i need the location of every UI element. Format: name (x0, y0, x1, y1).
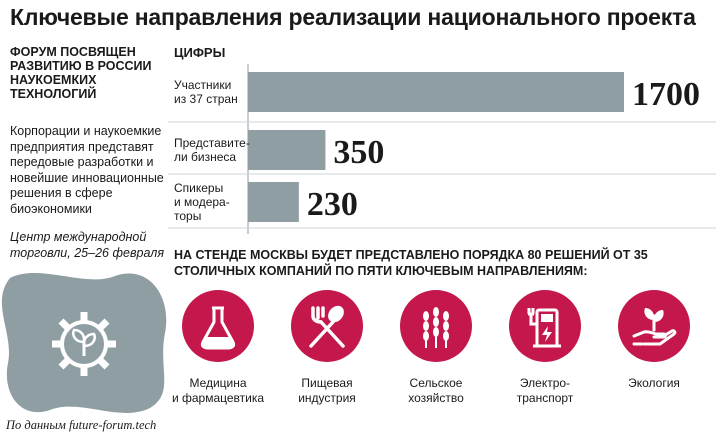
direction-circle (182, 290, 254, 362)
page-title: Ключевые направления реализации национал… (10, 4, 696, 30)
category-label: Представите-ли бизнеса (174, 136, 250, 164)
direction-item: Медицина и фармацевтика (158, 290, 278, 406)
fork-spoon-icon (309, 305, 345, 348)
bar (248, 182, 299, 222)
charging-station-icon (527, 308, 561, 348)
direction-circle (400, 290, 472, 362)
figures-bar-chart: Участники из 37 стран 1700 Представите-ли б… (168, 64, 716, 234)
direction-item: Сельское хозяйство (376, 290, 496, 406)
forum-heading: ФОРУМ ПОСВЯЩЕН РАЗВИТИЮ В РОССИИ НАУКОЕМ… (10, 45, 152, 101)
direction-label: Медицина и фармацевтика (171, 376, 265, 405)
event-info: Центр международной торговли, 25–26 февр… (10, 230, 164, 260)
value-label: 230 (307, 186, 358, 223)
direction-circle (291, 290, 363, 362)
figures-label: ЦИФРЫ (174, 45, 226, 60)
stand-description: НА СТЕНДЕ МОСКВЫ БУДЕТ ПРЕДСТАВЛЕНО ПОРЯ… (174, 248, 648, 278)
flask-icon (200, 306, 236, 350)
bar (248, 72, 624, 112)
direction-label: Сельское хозяйство (408, 376, 464, 405)
hand-sprout-icon (632, 308, 677, 346)
direction-circle (618, 290, 690, 362)
value-label: 1700 (632, 76, 700, 113)
direction-item: Электро- транспорт (485, 290, 605, 406)
direction-circle (509, 290, 581, 362)
category-label: Участники из 37 стран (174, 78, 238, 106)
source-note: По данным future-forum.tech (6, 418, 157, 432)
value-label: 350 (333, 134, 384, 171)
gear-leaf-icon (52, 312, 116, 376)
direction-item: Пищевая индустрия (267, 290, 387, 406)
category-label: Спикеры и модера-торы (174, 181, 230, 223)
bar (248, 130, 326, 170)
direction-label: Электро- транспорт (516, 376, 574, 405)
forum-description: Корпорации и наукоемкие предприятия пред… (10, 124, 164, 216)
direction-label: Экология (628, 376, 680, 390)
direction-item: Экология (594, 290, 714, 391)
wheat-icon (423, 307, 449, 348)
direction-label: Пищевая индустрия (298, 376, 356, 405)
